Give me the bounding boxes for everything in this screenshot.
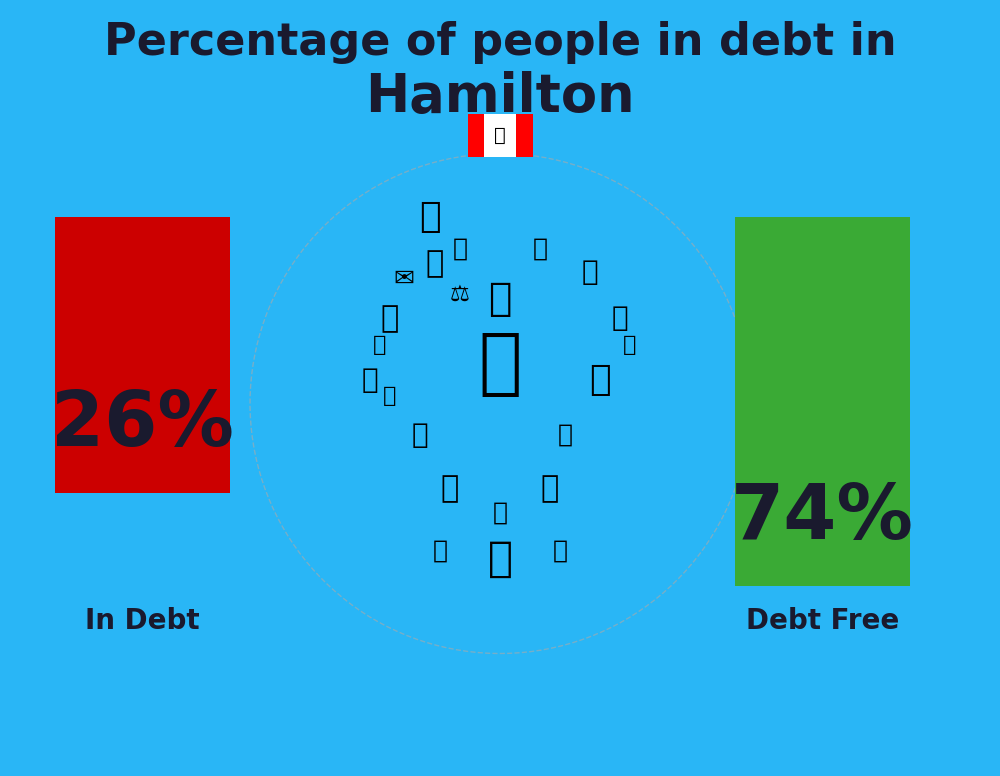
Bar <box>484 114 516 157</box>
Text: 💰: 💰 <box>412 421 428 449</box>
Text: 🔑: 🔑 <box>452 237 468 260</box>
Text: ⚖️: ⚖️ <box>450 285 470 305</box>
Text: 💵: 💵 <box>432 539 448 563</box>
Text: 💼: 💼 <box>441 474 459 504</box>
Text: In Debt: In Debt <box>85 607 200 635</box>
Text: 💎: 💎 <box>373 335 387 355</box>
Bar <box>735 217 910 586</box>
Text: 🎓: 🎓 <box>589 363 611 397</box>
Text: Hamilton: Hamilton <box>365 71 635 123</box>
Text: 💵: 💵 <box>532 237 548 260</box>
Text: 💵: 💵 <box>362 366 378 394</box>
Text: 💵: 💵 <box>426 249 444 279</box>
Text: 🍁: 🍁 <box>494 126 506 145</box>
Text: 🔒: 🔒 <box>558 423 572 446</box>
Text: 🌐: 🌐 <box>623 335 637 355</box>
Text: ✉️: ✉️ <box>394 268 416 291</box>
Text: 📰: 📰 <box>383 386 397 406</box>
Text: 🪙: 🪙 <box>582 258 598 286</box>
Text: 🏠: 🏠 <box>488 280 512 317</box>
Text: 26%: 26% <box>51 388 234 462</box>
Text: Percentage of people in debt in: Percentage of people in debt in <box>104 21 896 64</box>
Bar <box>55 217 230 493</box>
Bar <box>516 114 532 157</box>
Text: 💵: 💵 <box>552 539 568 563</box>
Text: 74%: 74% <box>731 481 914 555</box>
Text: 🚗: 🚗 <box>488 538 512 580</box>
Text: 🐷: 🐷 <box>492 501 508 524</box>
Bar <box>468 114 484 157</box>
Text: 📋: 📋 <box>541 474 559 504</box>
Text: 📦: 📦 <box>381 303 399 333</box>
Text: 📱: 📱 <box>612 304 628 332</box>
Text: Debt Free: Debt Free <box>746 607 899 635</box>
Text: 🏦: 🏦 <box>478 331 522 399</box>
Text: 🦅: 🦅 <box>419 200 441 234</box>
